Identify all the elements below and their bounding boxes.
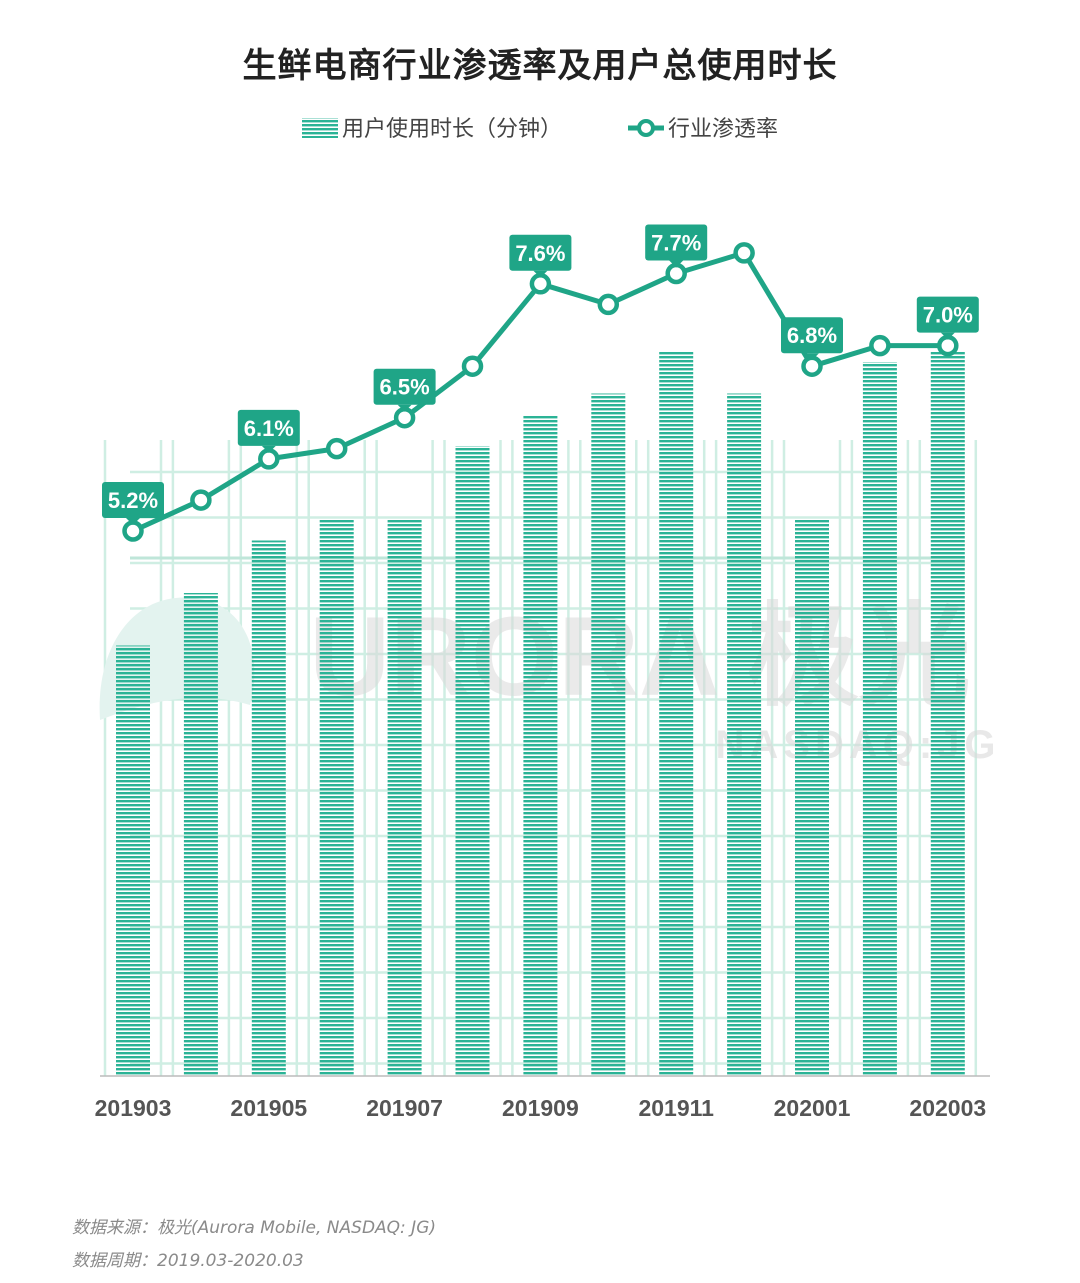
data-label-pointer — [397, 404, 412, 412]
rate-point-201912 — [733, 242, 755, 264]
data-labels: 5.2% 6.1% 6.5% 7.6% 7.7% 6.8% 7.0% — [102, 224, 979, 525]
bar-201908 — [455, 446, 490, 1076]
data-label-pointer — [940, 332, 955, 340]
x-tick-label-201911: 201911 — [638, 1095, 714, 1121]
x-tick-label-201903: 201903 — [95, 1095, 172, 1121]
legend-label-bars: 用户使用时长（分钟） — [342, 117, 562, 142]
data-label-pointer — [533, 270, 548, 278]
data-label-box — [237, 409, 300, 446]
bar-201907 — [387, 519, 422, 1076]
bar-201911 — [659, 351, 694, 1076]
data-label-box — [645, 224, 708, 261]
rate-point-201906 — [325, 437, 348, 460]
data-label-201909: 7.6% — [515, 241, 565, 266]
bar-201904 — [183, 593, 218, 1076]
bar-201906 — [319, 519, 354, 1076]
x-axis: 201903 201905 201907 201909 201911 202001 2020… — [95, 1075, 990, 1121]
data-label-202001: 6.8% — [787, 323, 837, 348]
legend-line-marker — [637, 119, 655, 137]
bar-201909 — [523, 414, 558, 1076]
x-tick-label-202001: 202001 — [774, 1095, 851, 1121]
bar-series — [116, 351, 965, 1076]
rate-point-202003 — [937, 334, 959, 357]
x-tick-label-201909: 201909 — [502, 1095, 579, 1121]
data-label-202003: 7.0% — [923, 303, 973, 328]
data-label-box — [509, 234, 572, 271]
bar-201912 — [727, 393, 762, 1076]
data-label-pointer — [126, 518, 140, 525]
rate-point-201909 — [529, 273, 552, 295]
footnote-period: 数据周期：2019.03-2020.03 — [72, 1251, 304, 1271]
x-tick-label-201905: 201905 — [230, 1095, 307, 1121]
bar-201910 — [591, 393, 626, 1076]
rate-point-202001 — [801, 355, 823, 377]
data-label-box — [916, 296, 979, 333]
rate-point-201911 — [665, 262, 687, 285]
data-label-201911: 7.7% — [651, 231, 701, 256]
bar-202002 — [862, 362, 897, 1076]
bar-202003 — [930, 351, 965, 1076]
data-label-pointer — [261, 445, 276, 453]
legend: 用户使用时长（分钟） 行业渗透率 — [302, 117, 778, 142]
data-label-box — [102, 482, 164, 518]
data-label-pointer — [669, 260, 684, 268]
data-label-201903: 5.2% — [108, 488, 158, 513]
bar-202001 — [795, 519, 829, 1076]
bar-201903 — [116, 645, 150, 1076]
data-label-box — [373, 368, 436, 405]
chart-title: 生鲜电商行业渗透率及用户总使用时长 — [242, 46, 838, 86]
bar-201905 — [251, 540, 286, 1076]
rate-point-201903 — [122, 520, 144, 542]
rate-point-201908 — [461, 355, 484, 377]
rate-point-201905 — [258, 448, 280, 470]
legend-bar-swatch — [302, 118, 338, 138]
rate-point-202002 — [869, 334, 891, 357]
line-series — [122, 242, 959, 542]
legend-label-line: 行业渗透率 — [668, 117, 778, 142]
rate-point-201907 — [393, 406, 416, 429]
rate-point-201910 — [597, 293, 620, 316]
data-label-pointer — [805, 353, 819, 361]
data-label-201907: 6.5% — [380, 375, 430, 400]
data-label-box — [781, 317, 843, 354]
x-tick-label-202003: 202003 — [909, 1095, 986, 1121]
footnote-source: 数据来源：极光(Aurora Mobile, NASDAQ: JG) — [72, 1218, 436, 1238]
data-label-201905: 6.1% — [244, 416, 294, 441]
rate-point-201904 — [190, 489, 212, 511]
x-tick-label-201907: 201907 — [366, 1095, 443, 1121]
